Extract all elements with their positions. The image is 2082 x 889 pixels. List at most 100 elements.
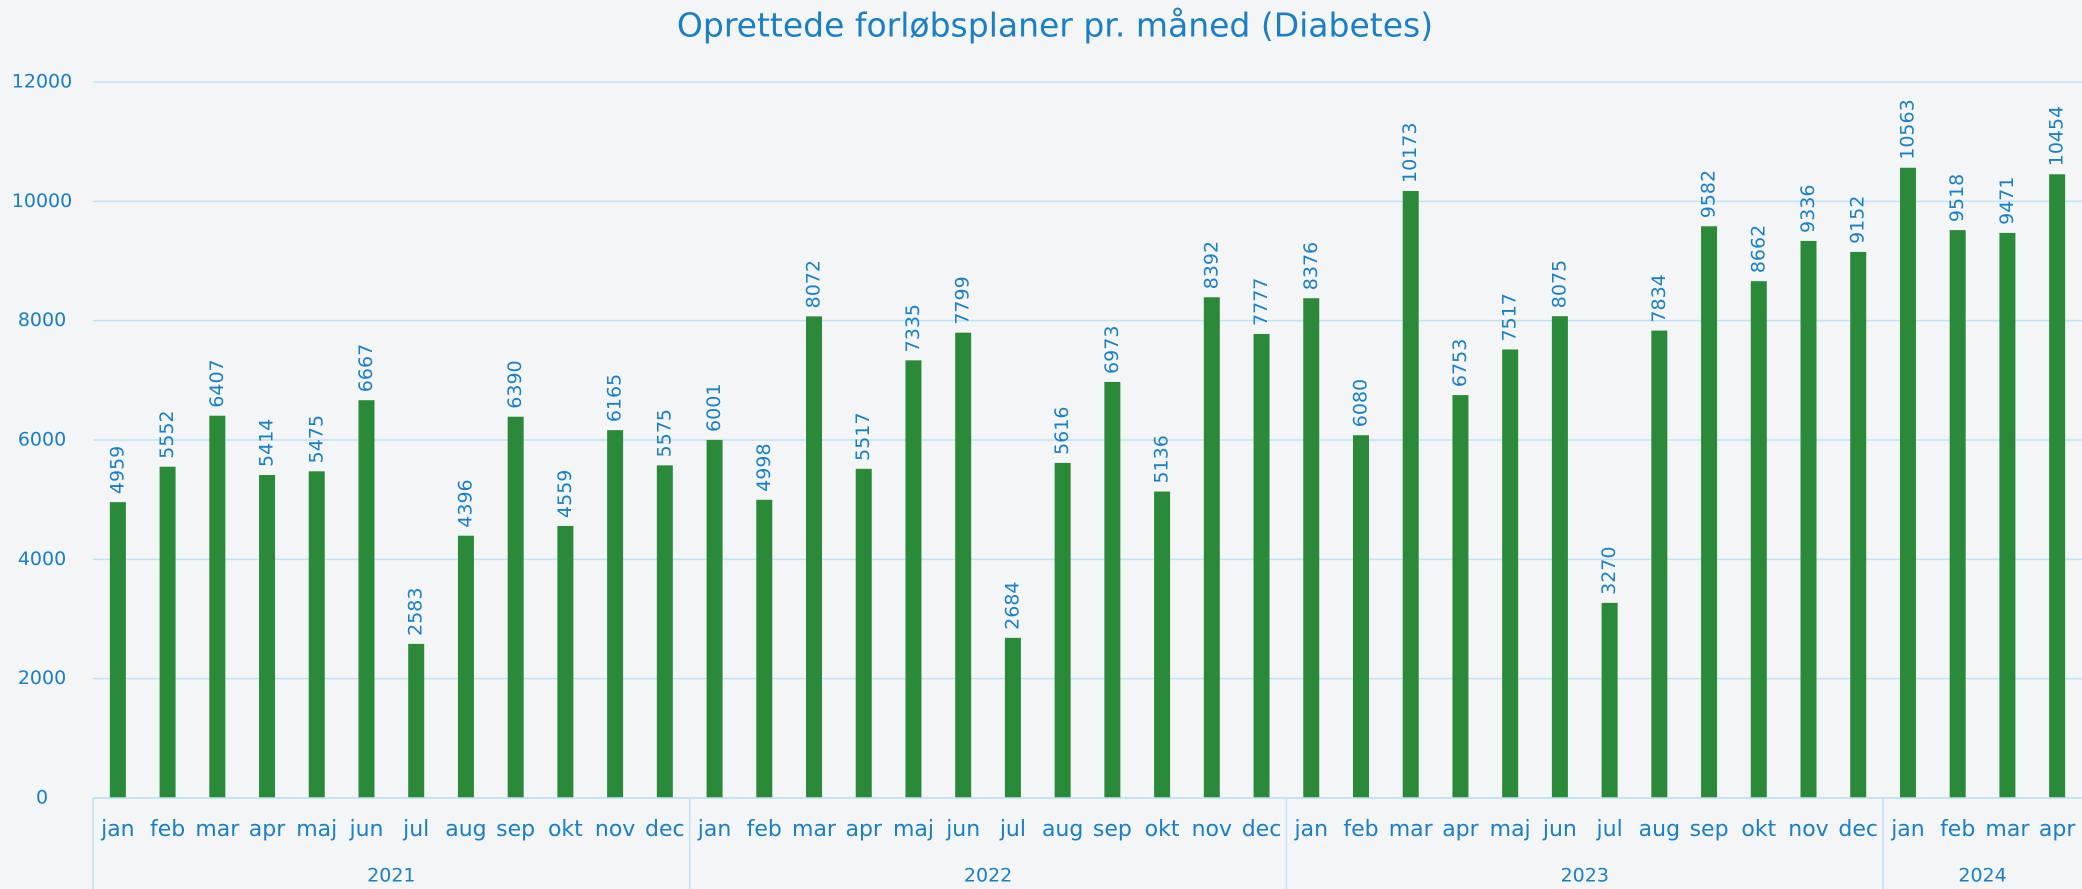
x-tick-label: apr — [845, 817, 882, 842]
x-tick-label: dec — [645, 817, 685, 842]
x-tick-label: aug — [1042, 817, 1083, 842]
value-label: 5136 — [1151, 435, 1173, 483]
bar — [507, 416, 524, 798]
x-tick-label: jan — [697, 817, 732, 842]
value-label: 6001 — [703, 384, 725, 432]
x-tick-label: feb — [1940, 817, 1975, 842]
bar — [1203, 297, 1220, 798]
chart-title: Oprettede forløbsplaner pr. måned (Diabe… — [677, 6, 1433, 45]
value-label: 2684 — [1001, 581, 1023, 629]
bar — [457, 535, 474, 798]
value-label: 9582 — [1698, 170, 1720, 218]
bar — [855, 468, 872, 798]
value-label: 6165 — [604, 374, 626, 422]
bar — [1701, 226, 1718, 799]
x-tick-label: jul — [999, 817, 1026, 842]
bar — [1750, 281, 1767, 798]
bar — [2049, 174, 2066, 799]
x-tick-label: aug — [1639, 817, 1680, 842]
y-tick-label: 6000 — [18, 429, 66, 451]
bar — [905, 360, 922, 798]
value-label: 7517 — [1499, 293, 1521, 341]
value-label: 2583 — [405, 588, 427, 636]
x-tick-label: mar — [195, 817, 240, 842]
bar — [259, 474, 276, 798]
bar — [1502, 349, 1519, 798]
value-label: 3270 — [1598, 547, 1620, 595]
x-tick-label: mar — [1389, 817, 1434, 842]
value-label: 8662 — [1747, 225, 1769, 273]
value-label: 9152 — [1847, 196, 1869, 244]
bar — [1402, 191, 1419, 799]
bar — [1452, 395, 1469, 798]
value-label: 6407 — [206, 359, 228, 407]
value-label: 9518 — [1946, 174, 1968, 222]
x-tick-label: mar — [792, 817, 837, 842]
value-label: 9471 — [1996, 177, 2018, 225]
value-label: 7799 — [952, 276, 974, 324]
bar — [1949, 230, 1966, 799]
bar — [1154, 491, 1171, 798]
value-label: 5475 — [305, 415, 327, 463]
bar — [806, 316, 823, 798]
x-tick-label: jun — [945, 817, 980, 842]
bar — [1054, 462, 1071, 798]
x-tick-label: nov — [595, 817, 635, 842]
bar — [1850, 251, 1867, 798]
value-label: 4559 — [554, 470, 576, 518]
value-label: 10563 — [1896, 99, 1918, 159]
bar — [358, 400, 375, 798]
x-tick-label: feb — [747, 817, 782, 842]
y-tick-label: 2000 — [18, 667, 66, 689]
x-tick-label: nov — [1788, 817, 1828, 842]
value-label: 10454 — [2046, 106, 2068, 166]
bar — [159, 466, 176, 798]
x-tick-label: mar — [1985, 817, 2030, 842]
x-tick-label: feb — [150, 817, 185, 842]
bar — [1551, 316, 1568, 798]
group-label: 2024 — [1958, 865, 2006, 887]
x-tick-label: jun — [348, 817, 383, 842]
value-label: 4959 — [106, 446, 128, 494]
value-label: 8075 — [1548, 260, 1570, 308]
value-label: 5414 — [256, 419, 278, 467]
x-tick-label: dec — [1242, 817, 1282, 842]
value-label: 7834 — [1648, 274, 1670, 322]
x-tick-label: maj — [296, 817, 337, 842]
x-tick-label: sep — [1690, 817, 1729, 842]
x-tick-label: maj — [893, 817, 934, 842]
bar — [955, 332, 972, 798]
bar — [1999, 232, 2016, 799]
value-label: 5616 — [1051, 407, 1073, 455]
bar — [209, 415, 226, 798]
bar — [756, 499, 773, 798]
group-label: 2021 — [367, 865, 415, 887]
value-label: 8376 — [1300, 242, 1322, 290]
bar — [607, 430, 624, 798]
y-tick-label: 8000 — [18, 309, 66, 331]
value-label: 6753 — [1449, 339, 1471, 387]
value-label: 6667 — [355, 344, 377, 392]
x-tick-label: maj — [1490, 817, 1531, 842]
x-tick-label: dec — [1838, 817, 1878, 842]
value-label: 9336 — [1797, 185, 1819, 233]
x-tick-label: okt — [548, 817, 583, 842]
bar — [408, 643, 425, 798]
x-tick-label: jan — [1890, 817, 1925, 842]
x-tick-label: jan — [100, 817, 135, 842]
y-tick-label: 0 — [36, 787, 48, 809]
group-label: 2022 — [964, 865, 1012, 887]
bar — [706, 439, 723, 798]
x-tick-label: jul — [1596, 817, 1623, 842]
bar — [1303, 298, 1320, 798]
bar — [1004, 637, 1021, 798]
x-tick-label: apr — [249, 817, 286, 842]
y-tick-label: 4000 — [18, 548, 66, 570]
x-tick-label: jan — [1293, 817, 1328, 842]
x-tick-label: aug — [445, 817, 486, 842]
y-tick-label: 12000 — [12, 71, 72, 93]
x-tick-label: okt — [1741, 817, 1776, 842]
x-tick-label: feb — [1343, 817, 1378, 842]
value-label: 8072 — [803, 260, 825, 308]
